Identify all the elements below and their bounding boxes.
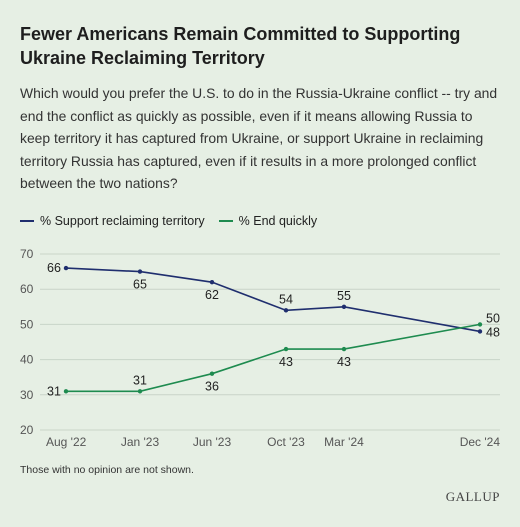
data-point (137, 269, 143, 274)
x-tick-label: Jun '23 (193, 435, 232, 449)
data-label: 31 (133, 373, 147, 387)
y-tick-label: 40 (20, 353, 34, 367)
y-tick-label: 30 (20, 388, 34, 402)
series-line-0 (65, 267, 481, 333)
legend-item-support: % Support reclaiming territory (20, 214, 205, 228)
x-tick-label: Dec '24 (460, 435, 501, 449)
x-tick-label: Oct '23 (267, 435, 305, 449)
x-tick-label: Aug '22 (46, 435, 87, 449)
data-point (341, 346, 347, 352)
data-point (63, 389, 69, 394)
footnote: Those with no opinion are not shown. (20, 464, 194, 476)
data-point (209, 371, 215, 376)
data-point (283, 346, 289, 352)
legend-label-end: % End quickly (238, 214, 318, 228)
data-point (341, 304, 347, 309)
data-label: 50 (486, 311, 500, 325)
data-point (63, 265, 69, 271)
data-label: 36 (205, 380, 219, 394)
line-chart: 20 30 40 50 60 70 Aug '22 Jan '23 Jun '23 Oct '23… (20, 247, 501, 449)
data-label: 31 (47, 384, 61, 398)
data-label: 48 (486, 325, 500, 339)
data-label: 66 (47, 261, 61, 275)
data-point (137, 389, 143, 394)
data-label: 54 (279, 292, 293, 306)
y-tick-label: 50 (20, 317, 34, 331)
y-tick-label: 20 (20, 423, 34, 437)
y-tick-label: 70 (20, 247, 34, 261)
data-point (283, 308, 289, 313)
data-label: 43 (279, 355, 293, 369)
chart-subtitle: Which would you prefer the U.S. to do in… (20, 85, 498, 191)
data-point (477, 322, 483, 327)
legend: % Support reclaiming territory % End qui… (20, 212, 331, 230)
legend-item-end: % End quickly (218, 214, 318, 228)
data-point (209, 279, 215, 285)
legend-label-support: % Support reclaiming territory (40, 214, 205, 228)
series-line-1 (66, 323, 481, 393)
gallup-logo: GALLUP (445, 489, 500, 504)
data-point (477, 329, 483, 334)
y-tick-label: 60 (20, 282, 34, 296)
legend-swatch-support (20, 220, 34, 222)
data-label: 62 (205, 288, 219, 302)
chart-title: Fewer Americans Remain Committed to Supp… (20, 24, 461, 68)
legend-swatch-end (218, 220, 233, 222)
x-tick-label: Mar '24 (324, 435, 364, 449)
data-label: 65 (133, 278, 147, 292)
data-label: 43 (337, 355, 351, 369)
x-tick-label: Jan '23 (121, 435, 160, 449)
data-label: 55 (337, 289, 351, 303)
